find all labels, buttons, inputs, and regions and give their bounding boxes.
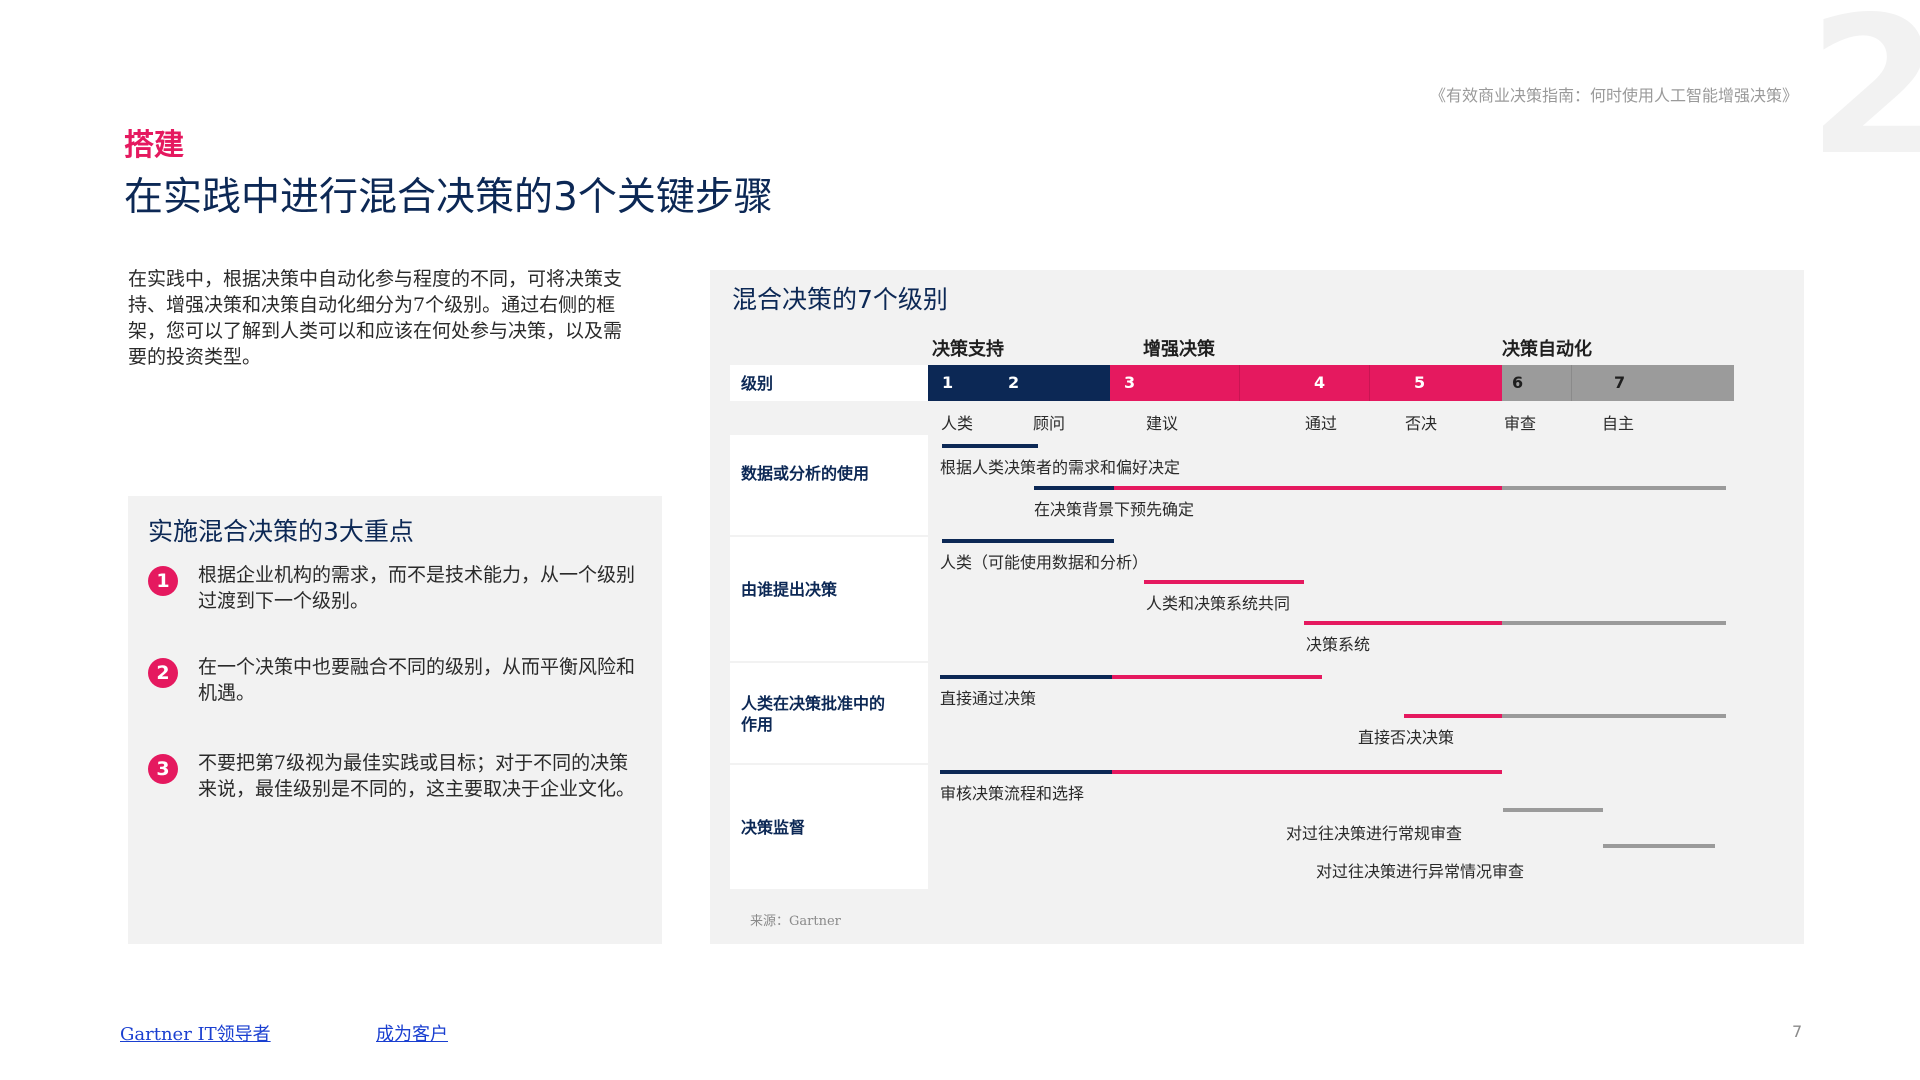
range-bar xyxy=(1304,621,1502,625)
range-bar xyxy=(1114,486,1502,490)
level-cell-7: 7 xyxy=(1572,365,1734,401)
group-label-augmentation: 增强决策 xyxy=(1143,339,1215,360)
number-badge-icon: 3 xyxy=(148,754,178,784)
range-label: 人类（可能使用数据和分析） xyxy=(940,553,1149,572)
gartner-it-leaders-link[interactable]: Gartner IT领导者 xyxy=(120,1024,271,1045)
key-point-text: 在一个决策中也要融合不同的级别，从而平衡风险和机遇。 xyxy=(198,656,636,704)
level-cell-3: 3 xyxy=(1110,365,1240,401)
level-name-1: 人类 xyxy=(941,414,974,433)
level-cell-4: 4 xyxy=(1240,365,1370,401)
range-bar xyxy=(940,770,1112,774)
range-label: 在决策背景下预先确定 xyxy=(1034,500,1195,519)
page-number: 7 xyxy=(1792,1022,1803,1041)
group-label-automation: 决策自动化 xyxy=(1502,339,1592,360)
level-name-5: 否决 xyxy=(1405,414,1438,433)
row-label: 数据或分析的使用 xyxy=(741,464,870,483)
number-badge-icon: 2 xyxy=(148,658,178,688)
range-bar xyxy=(1144,580,1304,584)
row-label: 人类在决策批准中的作用 xyxy=(741,694,886,734)
range-label: 决策系统 xyxy=(1306,635,1371,654)
key-point-text: 根据企业机构的需求，而不是技术能力，从一个级别过渡到下一个级别。 xyxy=(198,564,636,612)
level-row-label: 级别 xyxy=(741,374,774,393)
chapter-number: 2 xyxy=(1808,0,1920,197)
key-points-panel: 实施混合决策的3大重点 1 根据企业机构的需求，而不是技术能力，从一个级别过渡到… xyxy=(128,496,662,944)
row-header-data-usage: 数据或分析的使用 xyxy=(730,435,928,535)
framework-panel: 混合决策的7个级别 决策支持 增强决策 决策自动化 级别 1 2 3 4 5 6… xyxy=(710,270,1804,944)
range-label: 审核决策流程和选择 xyxy=(940,784,1085,803)
range-label: 根据人类决策者的需求和偏好决定 xyxy=(940,458,1181,477)
level-cell-6: 6 xyxy=(1502,365,1572,401)
intro-paragraph: 在实践中，根据决策中自动化参与程度的不同，可将决策支持、增强决策和决策自动化细分… xyxy=(128,268,623,368)
range-bar xyxy=(1112,770,1502,774)
range-bar xyxy=(942,444,1038,448)
range-label: 直接通过决策 xyxy=(940,689,1037,708)
row-label: 决策监督 xyxy=(741,818,806,837)
level-row-header: 级别 xyxy=(730,365,928,401)
level-name-6: 审查 xyxy=(1504,414,1537,433)
group-label-decision-support: 决策支持 xyxy=(932,339,1004,360)
range-bar xyxy=(1404,714,1502,718)
range-bar xyxy=(1603,844,1715,848)
level-name-7: 自主 xyxy=(1602,414,1635,433)
level-name-2: 顾问 xyxy=(1033,414,1066,433)
document-title: 《有效商业决策指南：何时使用人工智能增强决策》 xyxy=(1429,86,1798,105)
range-label: 直接否决决策 xyxy=(1358,728,1455,747)
level-name-4: 通过 xyxy=(1305,414,1338,433)
source-note: 来源：Gartner xyxy=(750,914,841,929)
framework-title: 混合决策的7个级别 xyxy=(732,285,948,314)
range-label: 对过往决策进行异常情况审查 xyxy=(1316,862,1525,881)
section-label: 搭建 xyxy=(124,128,184,163)
key-points-title: 实施混合决策的3大重点 xyxy=(148,517,414,546)
level-cell-2: 2 xyxy=(994,365,1110,401)
range-bar xyxy=(942,539,1114,543)
level-cell-1: 1 xyxy=(928,365,994,401)
key-point-text: 不要把第7级视为最佳实践或目标；对于不同的决策来说，最佳级别是不同的，这主要取决… xyxy=(198,752,636,800)
row-header-approval-role: 人类在决策批准中的作用 xyxy=(730,663,928,763)
row-label: 由谁提出决策 xyxy=(741,580,838,599)
range-bar xyxy=(1503,808,1603,812)
become-client-link[interactable]: 成为客户 xyxy=(376,1024,448,1045)
number-badge-icon: 1 xyxy=(148,566,178,596)
row-header-who-proposes: 由谁提出决策 xyxy=(730,537,928,661)
range-bar xyxy=(1034,486,1114,490)
level-cell-5: 5 xyxy=(1370,365,1502,401)
page-title: 在实践中进行混合决策的3个关键步骤 xyxy=(124,175,773,220)
range-bar xyxy=(1502,714,1726,718)
range-bar xyxy=(1502,621,1726,625)
level-name-3: 建议 xyxy=(1146,414,1179,433)
range-bar xyxy=(1112,675,1322,679)
range-label: 人类和决策系统共同 xyxy=(1146,594,1291,613)
row-header-oversight: 决策监督 xyxy=(730,765,928,889)
range-bar xyxy=(1502,486,1726,490)
range-bar xyxy=(940,675,1112,679)
range-label: 对过往决策进行常规审查 xyxy=(1286,824,1463,843)
